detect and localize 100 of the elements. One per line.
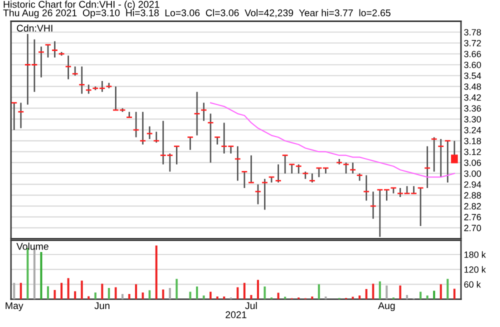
bar (372, 284, 374, 300)
y-tick-label: 3.06 (464, 160, 481, 166)
candlestick (126, 111, 133, 118)
annotation: Cdn:VHI (16, 24, 52, 32)
candlestick (152, 131, 160, 144)
y-tick-label: 120 k (464, 266, 486, 273)
y-tick-label: 3.30 (464, 116, 481, 122)
y-tick-label: 3.24 (464, 126, 482, 134)
candlestick (451, 140, 458, 164)
x-tick-label: Aug (378, 302, 395, 312)
bar (40, 252, 42, 300)
bar (378, 281, 381, 300)
candlestick (72, 66, 78, 76)
bar (223, 296, 226, 300)
x-axis-title: 2021 (226, 311, 246, 318)
candlestick (207, 112, 214, 164)
bar (453, 288, 456, 300)
candlestick (370, 190, 377, 220)
candlestick (78, 66, 86, 94)
bar (20, 282, 22, 300)
bar (162, 290, 164, 300)
bar (236, 287, 239, 300)
bar (176, 278, 178, 300)
candlestick (282, 154, 288, 174)
bar (440, 284, 442, 300)
candlestick (17, 102, 24, 129)
candlestick (342, 162, 350, 174)
candlestick (417, 187, 424, 227)
bar (46, 286, 49, 300)
candlestick (44, 44, 52, 58)
bar (352, 296, 354, 300)
x-tick-label: May (6, 302, 24, 312)
bar (155, 246, 158, 300)
candlestick (444, 140, 452, 184)
y-tick-label: 3.48 (464, 83, 481, 90)
y-tick-label: 2.88 (464, 192, 481, 199)
x-tick-label: Jul (245, 302, 257, 310)
bar (101, 284, 104, 300)
bar (88, 296, 90, 300)
candlestick (85, 84, 92, 94)
chart-subtitle: Thu Aug 26 2021 Op=3.10 Hi=3.18 Lo=3.06 Cl=3.06 Vol=42,239 Year hi=3.77 lo=2.65 (3, 9, 390, 18)
candlestick (139, 111, 146, 146)
candlestick (11, 102, 18, 131)
y-tick-label: 60 k (464, 281, 481, 288)
y-tick-label: 3.42 (464, 94, 481, 101)
bar (365, 289, 368, 300)
bar (13, 282, 16, 300)
y-tick-label: 3.78 (464, 29, 481, 36)
bar (60, 282, 63, 300)
bar (142, 292, 144, 300)
y-tick-label: 3.54 (464, 72, 482, 79)
bar (74, 291, 76, 300)
bar (114, 287, 117, 300)
candlestick (295, 164, 302, 174)
candlestick (214, 136, 221, 146)
bar (386, 286, 388, 300)
bar (324, 296, 327, 300)
candlestick (146, 126, 153, 140)
bar (128, 294, 130, 300)
candlestick (248, 154, 255, 184)
candlestick (173, 146, 180, 166)
y-tick-label: 3.66 (464, 50, 481, 58)
candlestick (194, 91, 200, 136)
chart-title: Volume (16, 242, 48, 250)
candlestick (424, 146, 431, 189)
y-tick-label: 180 k (464, 251, 486, 258)
candlestick (234, 146, 242, 182)
y-tick-label: 3.18 (464, 138, 481, 144)
candlestick (64, 54, 72, 80)
candlestick (254, 184, 262, 205)
bar (189, 292, 192, 300)
candlestick (288, 164, 296, 174)
candlestick (241, 170, 248, 189)
bar (54, 290, 56, 300)
bar (420, 292, 422, 300)
bar (433, 290, 436, 300)
bar (33, 248, 36, 300)
bar (121, 294, 124, 300)
bar (243, 282, 246, 300)
candlestick (186, 136, 194, 151)
bar (256, 280, 259, 300)
candlestick (51, 40, 58, 58)
bar (446, 278, 449, 300)
candlestick (349, 162, 356, 174)
bar (202, 295, 205, 300)
bar (277, 292, 280, 300)
bar (196, 286, 198, 300)
y-tick-label: 3.36 (464, 105, 481, 112)
y-tick-label: 3.00 (464, 170, 481, 177)
bar (148, 290, 151, 300)
bar (358, 295, 361, 300)
bar (168, 288, 171, 300)
bar (135, 284, 138, 300)
y-tick-label: 3.60 (464, 62, 481, 68)
line-series (210, 102, 455, 178)
bar (216, 296, 218, 300)
candlestick (274, 164, 282, 184)
candlestick (261, 178, 268, 210)
candlestick (132, 111, 140, 138)
candlestick (302, 170, 309, 180)
